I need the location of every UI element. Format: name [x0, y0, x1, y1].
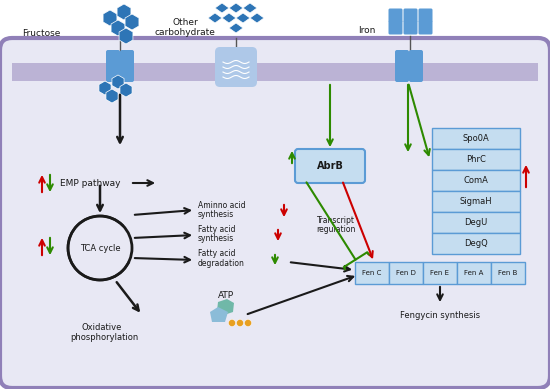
- FancyBboxPatch shape: [295, 149, 365, 183]
- Text: Fen C: Fen C: [362, 270, 382, 276]
- Polygon shape: [125, 14, 139, 30]
- Polygon shape: [119, 28, 133, 44]
- Polygon shape: [106, 89, 118, 103]
- Text: DegU: DegU: [464, 218, 488, 227]
- Polygon shape: [120, 83, 132, 97]
- Text: EMP pathway: EMP pathway: [60, 179, 120, 187]
- Polygon shape: [243, 3, 257, 13]
- FancyBboxPatch shape: [457, 262, 491, 284]
- Text: regulation: regulation: [316, 224, 356, 233]
- Text: Aminno acid: Aminno acid: [198, 200, 246, 210]
- Text: Fen A: Fen A: [464, 270, 483, 276]
- Polygon shape: [99, 81, 111, 95]
- Polygon shape: [250, 13, 264, 23]
- Polygon shape: [215, 3, 229, 13]
- FancyBboxPatch shape: [388, 9, 403, 23]
- FancyBboxPatch shape: [106, 50, 120, 82]
- FancyBboxPatch shape: [432, 212, 520, 233]
- Text: ATP: ATP: [218, 291, 234, 300]
- Text: PhrC: PhrC: [466, 155, 486, 164]
- FancyBboxPatch shape: [432, 170, 520, 191]
- Text: SigmaH: SigmaH: [460, 197, 492, 206]
- Polygon shape: [222, 13, 236, 23]
- FancyBboxPatch shape: [355, 262, 389, 284]
- Polygon shape: [210, 307, 228, 322]
- FancyBboxPatch shape: [432, 233, 520, 254]
- Text: TCA cycle: TCA cycle: [80, 244, 120, 252]
- Polygon shape: [229, 23, 243, 33]
- Polygon shape: [208, 13, 222, 23]
- FancyBboxPatch shape: [432, 191, 520, 212]
- Circle shape: [236, 319, 244, 326]
- Text: phosphorylation: phosphorylation: [70, 333, 138, 342]
- Polygon shape: [217, 299, 234, 315]
- Text: Fen B: Fen B: [498, 270, 518, 276]
- Text: Spo0A: Spo0A: [463, 134, 490, 143]
- Text: carbohydrate: carbohydrate: [155, 28, 216, 37]
- Text: Iron: Iron: [358, 26, 375, 35]
- Bar: [12, 63, 538, 81]
- Text: DegQ: DegQ: [464, 239, 488, 248]
- FancyBboxPatch shape: [491, 262, 525, 284]
- Text: AbrB: AbrB: [317, 161, 343, 171]
- Circle shape: [228, 319, 235, 326]
- FancyBboxPatch shape: [404, 21, 417, 35]
- Text: Fen E: Fen E: [431, 270, 449, 276]
- FancyBboxPatch shape: [0, 38, 550, 388]
- FancyBboxPatch shape: [423, 262, 457, 284]
- FancyBboxPatch shape: [215, 47, 257, 87]
- Text: Fatty acid: Fatty acid: [198, 224, 235, 233]
- FancyBboxPatch shape: [404, 9, 417, 23]
- Text: Fructose: Fructose: [22, 28, 61, 37]
- Text: ComA: ComA: [464, 176, 488, 185]
- FancyBboxPatch shape: [120, 50, 134, 82]
- FancyBboxPatch shape: [432, 128, 520, 149]
- FancyBboxPatch shape: [388, 21, 403, 35]
- Text: Oxidative: Oxidative: [82, 324, 122, 333]
- FancyBboxPatch shape: [395, 50, 409, 82]
- FancyBboxPatch shape: [409, 50, 423, 82]
- Polygon shape: [236, 13, 250, 23]
- Circle shape: [245, 319, 251, 326]
- FancyBboxPatch shape: [419, 9, 432, 23]
- Text: Fatty acid: Fatty acid: [198, 249, 235, 259]
- FancyBboxPatch shape: [419, 21, 432, 35]
- Text: Fengycin synthesis: Fengycin synthesis: [400, 312, 480, 321]
- Polygon shape: [112, 75, 124, 89]
- Text: Transcript: Transcript: [317, 216, 355, 224]
- Polygon shape: [111, 20, 125, 36]
- Text: synthesis: synthesis: [198, 233, 234, 242]
- Polygon shape: [117, 4, 131, 20]
- Text: Other: Other: [172, 18, 198, 26]
- Polygon shape: [229, 3, 243, 13]
- Text: degradation: degradation: [198, 259, 245, 268]
- Text: synthesis: synthesis: [198, 210, 234, 219]
- FancyBboxPatch shape: [389, 262, 423, 284]
- Polygon shape: [103, 10, 117, 26]
- FancyBboxPatch shape: [432, 149, 520, 170]
- Text: Fen D: Fen D: [396, 270, 416, 276]
